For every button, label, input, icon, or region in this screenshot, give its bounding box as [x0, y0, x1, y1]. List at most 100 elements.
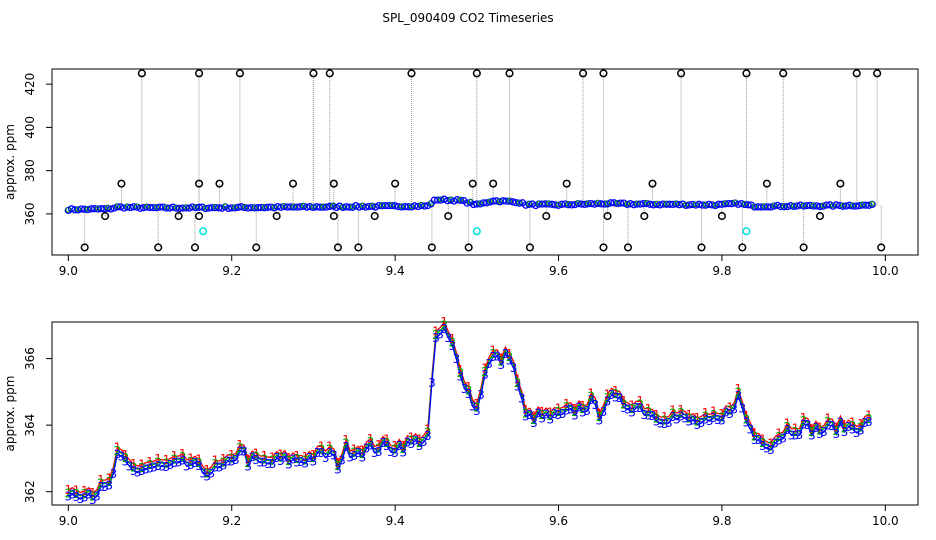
bottom-series-2-marker: 2 — [416, 436, 424, 450]
bottom-series-3-marker: 3 — [502, 347, 510, 361]
bottom-series-2-marker: 2 — [350, 446, 358, 460]
top-x-tick-label: 9.6 — [549, 264, 568, 278]
bottom-series-2-marker: 2 — [694, 415, 702, 429]
bottom-series-1-marker: 1 — [726, 400, 734, 414]
top-outlier-point — [174, 212, 183, 221]
bottom-series-3-marker: 3 — [506, 354, 514, 368]
bottom-plot-frame — [51, 321, 919, 506]
bottom-series-1-marker: 1 — [146, 455, 154, 469]
bottom-series-2-marker: 2 — [179, 450, 187, 464]
bottom-series-3-marker: 3 — [232, 453, 240, 467]
bottom-series-1-marker: 1 — [293, 449, 301, 463]
bottom-series-1-marker: 1 — [555, 402, 563, 416]
bottom-series-2-marker: 2 — [857, 420, 865, 434]
bottom-series-2-marker: 2 — [81, 487, 89, 501]
top-flagged-point — [742, 227, 751, 236]
bottom-series-3-marker: 3 — [69, 487, 77, 501]
bottom-x-tick-label: 9.0 — [59, 514, 78, 528]
bottom-series-2-marker: 2 — [391, 443, 399, 457]
top-outlier-point — [852, 69, 861, 78]
bottom-series-1-marker: 1 — [432, 324, 440, 338]
top-data-point — [695, 200, 703, 208]
bottom-series-3-marker: 3 — [575, 401, 583, 415]
bottom-series-2-marker: 2 — [547, 409, 555, 423]
bottom-series-3-marker: 3 — [628, 405, 636, 419]
bottom-series-3-marker: 3 — [542, 408, 550, 422]
bottom-series-3-marker: 3 — [477, 388, 485, 402]
top-outlier-point — [354, 243, 363, 252]
bottom-series-1-marker: 1 — [261, 449, 269, 463]
bottom-series-3-marker: 3 — [252, 453, 260, 467]
bottom-series-3-marker: 3 — [387, 445, 395, 459]
bottom-series-3-marker: 3 — [837, 416, 845, 430]
bottom-series-2-marker: 2 — [767, 440, 775, 454]
top-data-point — [67, 205, 76, 213]
bottom-series-2-marker: 2 — [261, 452, 269, 466]
bottom-series-1-marker: 1 — [334, 456, 342, 470]
bottom-series-1-marker: 1 — [105, 472, 113, 486]
bottom-series-2-marker: 2 — [457, 366, 465, 380]
top-data-point — [453, 196, 461, 204]
top-data-point — [291, 203, 297, 210]
bottom-series-3-marker: 3 — [212, 460, 220, 474]
bottom-series-3-marker: 3 — [97, 480, 105, 494]
bottom-y-tick-label: 362 — [23, 480, 37, 503]
top-data-point — [237, 203, 246, 211]
top-outlier-point — [578, 69, 588, 78]
top-outlier-point — [562, 179, 571, 188]
top-y-tick-label: 420 — [23, 73, 37, 96]
bottom-series-3-marker: 3 — [624, 403, 632, 417]
bottom-series-3-marker: 3 — [792, 428, 800, 442]
bottom-series-1-marker: 1 — [228, 448, 236, 462]
top-x-tick-label: 9.2 — [222, 264, 241, 278]
bottom-series-3-marker: 3 — [816, 427, 824, 441]
top-data-point — [607, 199, 615, 207]
bottom-series-2-marker: 2 — [824, 415, 832, 429]
bottom-series-3-marker: 3 — [236, 445, 244, 459]
top-outlier-point — [195, 212, 204, 221]
bottom-series-1-marker: 1 — [391, 439, 399, 453]
bottom-series-1-marker: 1 — [783, 417, 791, 431]
top-data-point — [362, 203, 370, 211]
bottom-series-3-marker: 3 — [146, 462, 154, 476]
top-outlier-point — [542, 212, 551, 221]
bottom-x-tick-label: 9.2 — [222, 514, 241, 528]
bottom-series-2-marker: 2 — [800, 414, 808, 428]
bottom-series-3-marker: 3 — [841, 425, 849, 439]
bottom-series-2-marker: 2 — [187, 455, 195, 469]
bottom-series-3-marker: 3 — [395, 439, 403, 453]
top-data-point — [193, 204, 199, 210]
top-outlier-point — [195, 179, 204, 188]
bottom-series-1-marker: 1 — [310, 448, 318, 462]
top-outlier-point — [742, 69, 751, 78]
bottom-series-2-marker: 2 — [669, 407, 677, 421]
bottom-series-3-marker: 3 — [604, 394, 612, 408]
bottom-series-3-marker: 3 — [305, 451, 313, 465]
top-outlier-point — [195, 69, 204, 78]
bottom-series-3-marker: 3 — [453, 352, 461, 366]
bottom-series-3-marker: 3 — [493, 350, 501, 364]
bottom-series-3-marker: 3 — [424, 429, 432, 443]
bottom-series-3-marker: 3 — [269, 457, 277, 471]
top-data-point — [800, 202, 807, 209]
bottom-series-1-marker: 1 — [195, 453, 203, 467]
bottom-series-3-marker: 3 — [461, 382, 469, 396]
bottom-series-1-marker: 1 — [179, 447, 187, 461]
bottom-series-3-marker: 3 — [510, 361, 518, 375]
top-outlier-point — [762, 179, 771, 188]
top-data-point — [718, 200, 726, 208]
top-data-point — [761, 203, 768, 210]
bottom-series-1-marker: 1 — [277, 447, 285, 461]
bottom-series-3-marker: 3 — [432, 331, 440, 345]
bottom-series-2-marker: 2 — [783, 420, 791, 434]
bottom-series-3-marker: 3 — [632, 401, 640, 415]
bottom-y-tick-label: 366 — [23, 347, 37, 370]
bottom-series-3-marker: 3 — [240, 445, 248, 459]
bottom-series-1-marker: 1 — [702, 406, 710, 420]
bottom-series-3-marker: 3 — [755, 433, 763, 447]
top-data-point — [251, 204, 258, 210]
bottom-series-1-marker: 1 — [579, 399, 587, 413]
top-y-tick-label: 400 — [23, 116, 37, 139]
bottom-series-3-marker: 3 — [105, 478, 113, 492]
bottom-series-1-marker: 1 — [734, 382, 742, 396]
